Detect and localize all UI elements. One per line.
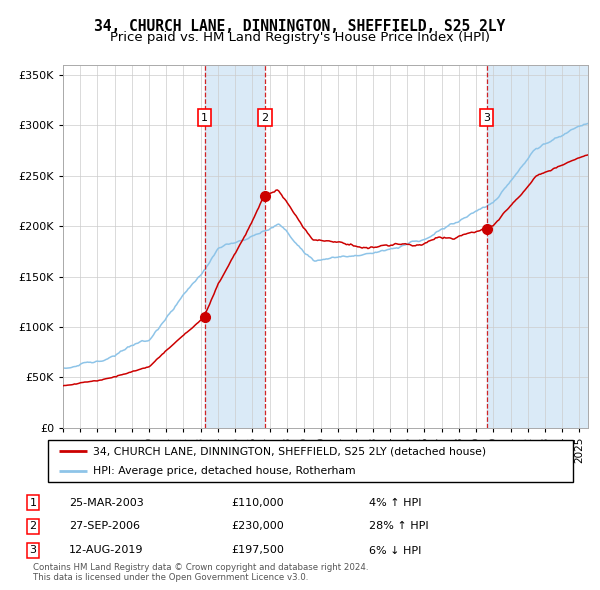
Text: 4% ↑ HPI: 4% ↑ HPI <box>369 498 421 507</box>
Text: 1: 1 <box>201 113 208 123</box>
Text: Contains HM Land Registry data © Crown copyright and database right 2024.: Contains HM Land Registry data © Crown c… <box>33 563 368 572</box>
Text: £110,000: £110,000 <box>231 498 284 507</box>
Text: 2: 2 <box>29 522 37 531</box>
Text: 1: 1 <box>29 498 37 507</box>
Text: £197,500: £197,500 <box>231 546 284 555</box>
Text: 34, CHURCH LANE, DINNINGTON, SHEFFIELD, S25 2LY: 34, CHURCH LANE, DINNINGTON, SHEFFIELD, … <box>94 19 506 34</box>
Text: 28% ↑ HPI: 28% ↑ HPI <box>369 522 428 531</box>
Text: 27-SEP-2006: 27-SEP-2006 <box>69 522 140 531</box>
Text: 2: 2 <box>262 113 269 123</box>
Text: 34, CHURCH LANE, DINNINGTON, SHEFFIELD, S25 2LY (detached house): 34, CHURCH LANE, DINNINGTON, SHEFFIELD, … <box>92 446 486 456</box>
Text: 3: 3 <box>29 546 37 555</box>
Text: 25-MAR-2003: 25-MAR-2003 <box>69 498 144 507</box>
Text: 6% ↓ HPI: 6% ↓ HPI <box>369 546 421 555</box>
Text: 12-AUG-2019: 12-AUG-2019 <box>69 546 143 555</box>
Text: £230,000: £230,000 <box>231 522 284 531</box>
Text: HPI: Average price, detached house, Rotherham: HPI: Average price, detached house, Roth… <box>92 466 355 476</box>
FancyBboxPatch shape <box>48 440 573 482</box>
Text: 3: 3 <box>483 113 490 123</box>
Text: Price paid vs. HM Land Registry's House Price Index (HPI): Price paid vs. HM Land Registry's House … <box>110 31 490 44</box>
Text: This data is licensed under the Open Government Licence v3.0.: This data is licensed under the Open Gov… <box>33 573 308 582</box>
